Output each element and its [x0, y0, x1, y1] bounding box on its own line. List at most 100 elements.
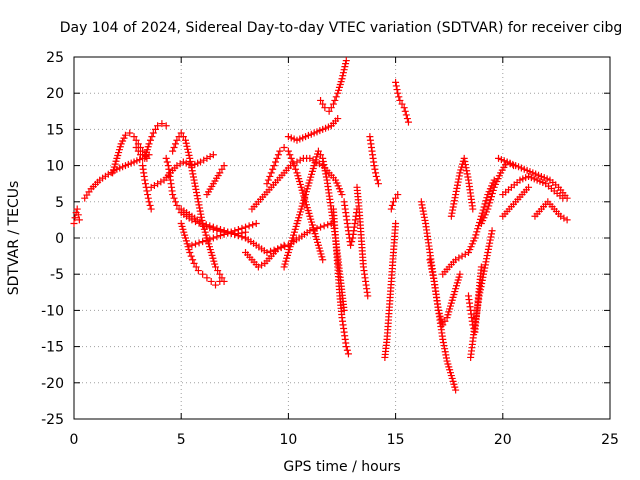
data-point-fill [477, 283, 485, 291]
data-point-fill [195, 201, 203, 209]
data-point [480, 270, 488, 278]
series-arc-35 [499, 172, 567, 202]
data-point-fill [171, 198, 179, 206]
data-point [263, 180, 271, 188]
data-point-fill [134, 147, 142, 155]
data-point [471, 234, 479, 242]
data-point-fill [486, 199, 494, 207]
data-point-fill [179, 133, 187, 141]
data-point-fill [418, 201, 426, 209]
data-point-fill [195, 239, 203, 247]
data-point [145, 140, 153, 148]
data-point [559, 194, 567, 202]
data-point-fill [213, 224, 221, 232]
data-point-fill [269, 165, 277, 173]
data-point-fill [430, 274, 438, 282]
data-point-fill [206, 222, 214, 230]
data-point-fill [292, 165, 300, 173]
data-point-fill [185, 151, 193, 159]
data-point-fill [487, 233, 495, 241]
data-point-fill [170, 144, 178, 151]
data-point [186, 248, 194, 256]
series-arc-32 [467, 227, 496, 361]
data-point-fill [213, 233, 221, 241]
x-tick-label: 20 [494, 432, 512, 448]
data-point [231, 230, 239, 238]
data-point-fill [448, 209, 456, 217]
data-point-fill [484, 245, 492, 253]
data-point-fill [287, 154, 295, 162]
data-point-fill [403, 115, 411, 123]
data-point-fill [479, 273, 487, 281]
data-point-fill [157, 178, 165, 186]
series-arc-29 [439, 176, 498, 278]
series-arc-26 [387, 191, 402, 213]
data-point-fill [462, 164, 470, 172]
data-point-fill [455, 175, 463, 183]
series-arc-25 [392, 78, 412, 126]
data-point-fill [192, 185, 200, 193]
series-arc-8 [169, 129, 228, 285]
data-point-fill [485, 202, 493, 210]
data-point [402, 111, 410, 119]
data-point [173, 201, 181, 209]
data-point-fill [392, 82, 400, 90]
data-point [216, 270, 224, 278]
data-point-fill [441, 348, 449, 356]
data-point [477, 263, 485, 271]
data-point [439, 335, 447, 343]
series-arc-24 [381, 220, 400, 361]
data-point [398, 100, 406, 108]
data-point [145, 198, 153, 206]
data-point [203, 154, 211, 162]
data-point-fill [487, 196, 495, 204]
data-point-fill [481, 264, 489, 272]
data-point [484, 248, 492, 256]
data-point-fill [163, 158, 171, 166]
data-point-fill [290, 162, 298, 170]
data-point-fill [187, 252, 195, 260]
data-point [199, 270, 207, 278]
data-point-fill [182, 139, 190, 147]
series-arc-19 [317, 57, 350, 115]
data-point [242, 223, 250, 231]
data-point [212, 263, 220, 271]
data-point-fill [245, 222, 253, 230]
data-point-fill [331, 96, 339, 104]
series-arc-14 [242, 241, 288, 271]
data-point-fill [482, 258, 490, 266]
data-point [173, 136, 181, 144]
x-tick-label: 15 [387, 432, 405, 448]
data-point-fill [189, 256, 197, 264]
data-point [188, 241, 196, 249]
series-arc-34 [495, 154, 571, 202]
data-point-fill [486, 239, 494, 247]
data-point-fill [196, 207, 204, 215]
data-point-fill [478, 276, 486, 284]
series-arc-4 [132, 120, 170, 162]
data-point-fill [144, 194, 152, 202]
data-point-fill [481, 261, 489, 269]
data-point-fill [321, 167, 329, 175]
data-point [456, 270, 464, 278]
series-arc-15 [248, 154, 346, 213]
data-point [194, 198, 202, 206]
data-point-fill [454, 178, 462, 186]
data-point-fill [427, 262, 435, 270]
data-point-fill [476, 286, 484, 294]
data-point-fill [273, 154, 281, 162]
data-point-fill [234, 226, 242, 234]
y-tick-label: 0 [55, 231, 64, 247]
y-tick-label: 5 [55, 195, 64, 211]
data-point-fill [321, 164, 329, 172]
data-point-fill [449, 203, 457, 211]
data-point [169, 191, 177, 199]
data-point-fill [476, 289, 484, 297]
data-point [404, 118, 412, 126]
data-point [452, 191, 460, 199]
series-arc-20 [329, 205, 352, 358]
data-point [338, 191, 346, 199]
data-point-fill [238, 233, 246, 241]
data-point-fill [478, 209, 486, 217]
data-point-fill [428, 268, 436, 276]
